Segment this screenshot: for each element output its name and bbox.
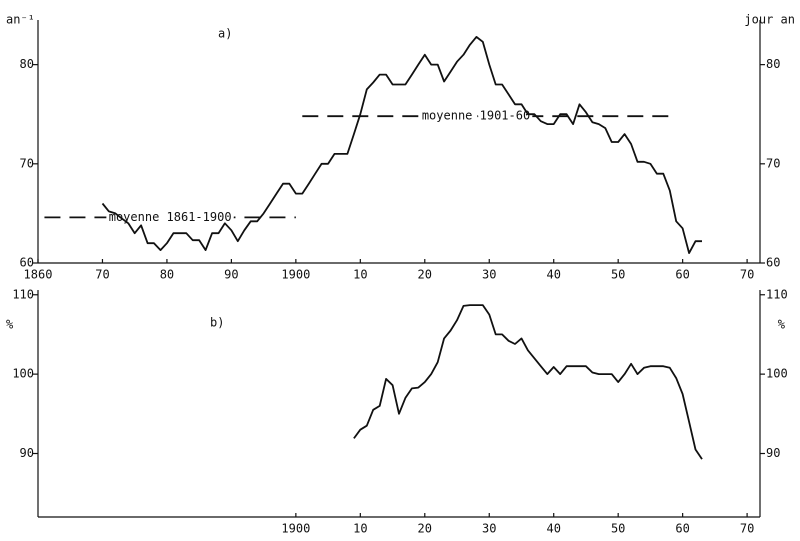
y-tick-label: 110 xyxy=(12,287,34,301)
x-tick-label: 20 xyxy=(418,268,432,282)
y2-axis-label: % xyxy=(778,318,786,332)
y-tick-label: 80 xyxy=(20,57,34,71)
x-tick-label: 40 xyxy=(546,522,560,536)
panel-label: b) xyxy=(210,316,224,330)
y2-tick-label: 80 xyxy=(766,57,780,71)
x-tick-label: 40 xyxy=(546,268,560,282)
y2-tick-label: 90 xyxy=(766,446,780,460)
x-tick-label: 30 xyxy=(482,268,496,282)
y2-tick-label: 100 xyxy=(766,367,788,381)
data-line xyxy=(353,304,703,460)
y2-tick-label: 60 xyxy=(766,256,780,270)
y-tick-label: 60 xyxy=(20,256,34,270)
x-tick-label: 70 xyxy=(95,268,109,282)
reference-label: moyenne 1861-1900 xyxy=(109,210,232,224)
data-line xyxy=(101,36,702,254)
y2-axis-label: jour an xyxy=(744,13,795,27)
x-tick-label: 90 xyxy=(224,268,238,282)
y-tick-label: 70 xyxy=(20,156,34,170)
y-axis-label: % xyxy=(6,318,14,332)
x-tick-label: 60 xyxy=(675,522,689,536)
y-tick-label: 100 xyxy=(12,367,34,381)
x-tick-label: 10 xyxy=(353,268,367,282)
x-tick-label: 70 xyxy=(740,268,754,282)
x-tick-label: 50 xyxy=(611,522,625,536)
x-tick-label: 20 xyxy=(418,522,432,536)
x-tick-label: 10 xyxy=(353,522,367,536)
x-tick-label: 1900 xyxy=(281,268,310,282)
y-axis-label: an⁻¹ xyxy=(6,13,35,27)
x-tick-label: 60 xyxy=(675,268,689,282)
y-tick-label: 90 xyxy=(20,446,34,460)
x-tick-label: 30 xyxy=(482,522,496,536)
panel-label: a) xyxy=(218,27,232,41)
reference-label: moyenne 1901-60 xyxy=(422,109,530,123)
x-tick-label: 50 xyxy=(611,268,625,282)
y2-tick-label: 70 xyxy=(766,156,780,170)
x-tick-label: 70 xyxy=(740,522,754,536)
x-tick-label: 1860 xyxy=(24,268,53,282)
y2-tick-label: 110 xyxy=(766,287,788,301)
x-tick-label: 1900 xyxy=(281,522,310,536)
x-tick-label: 80 xyxy=(160,268,174,282)
